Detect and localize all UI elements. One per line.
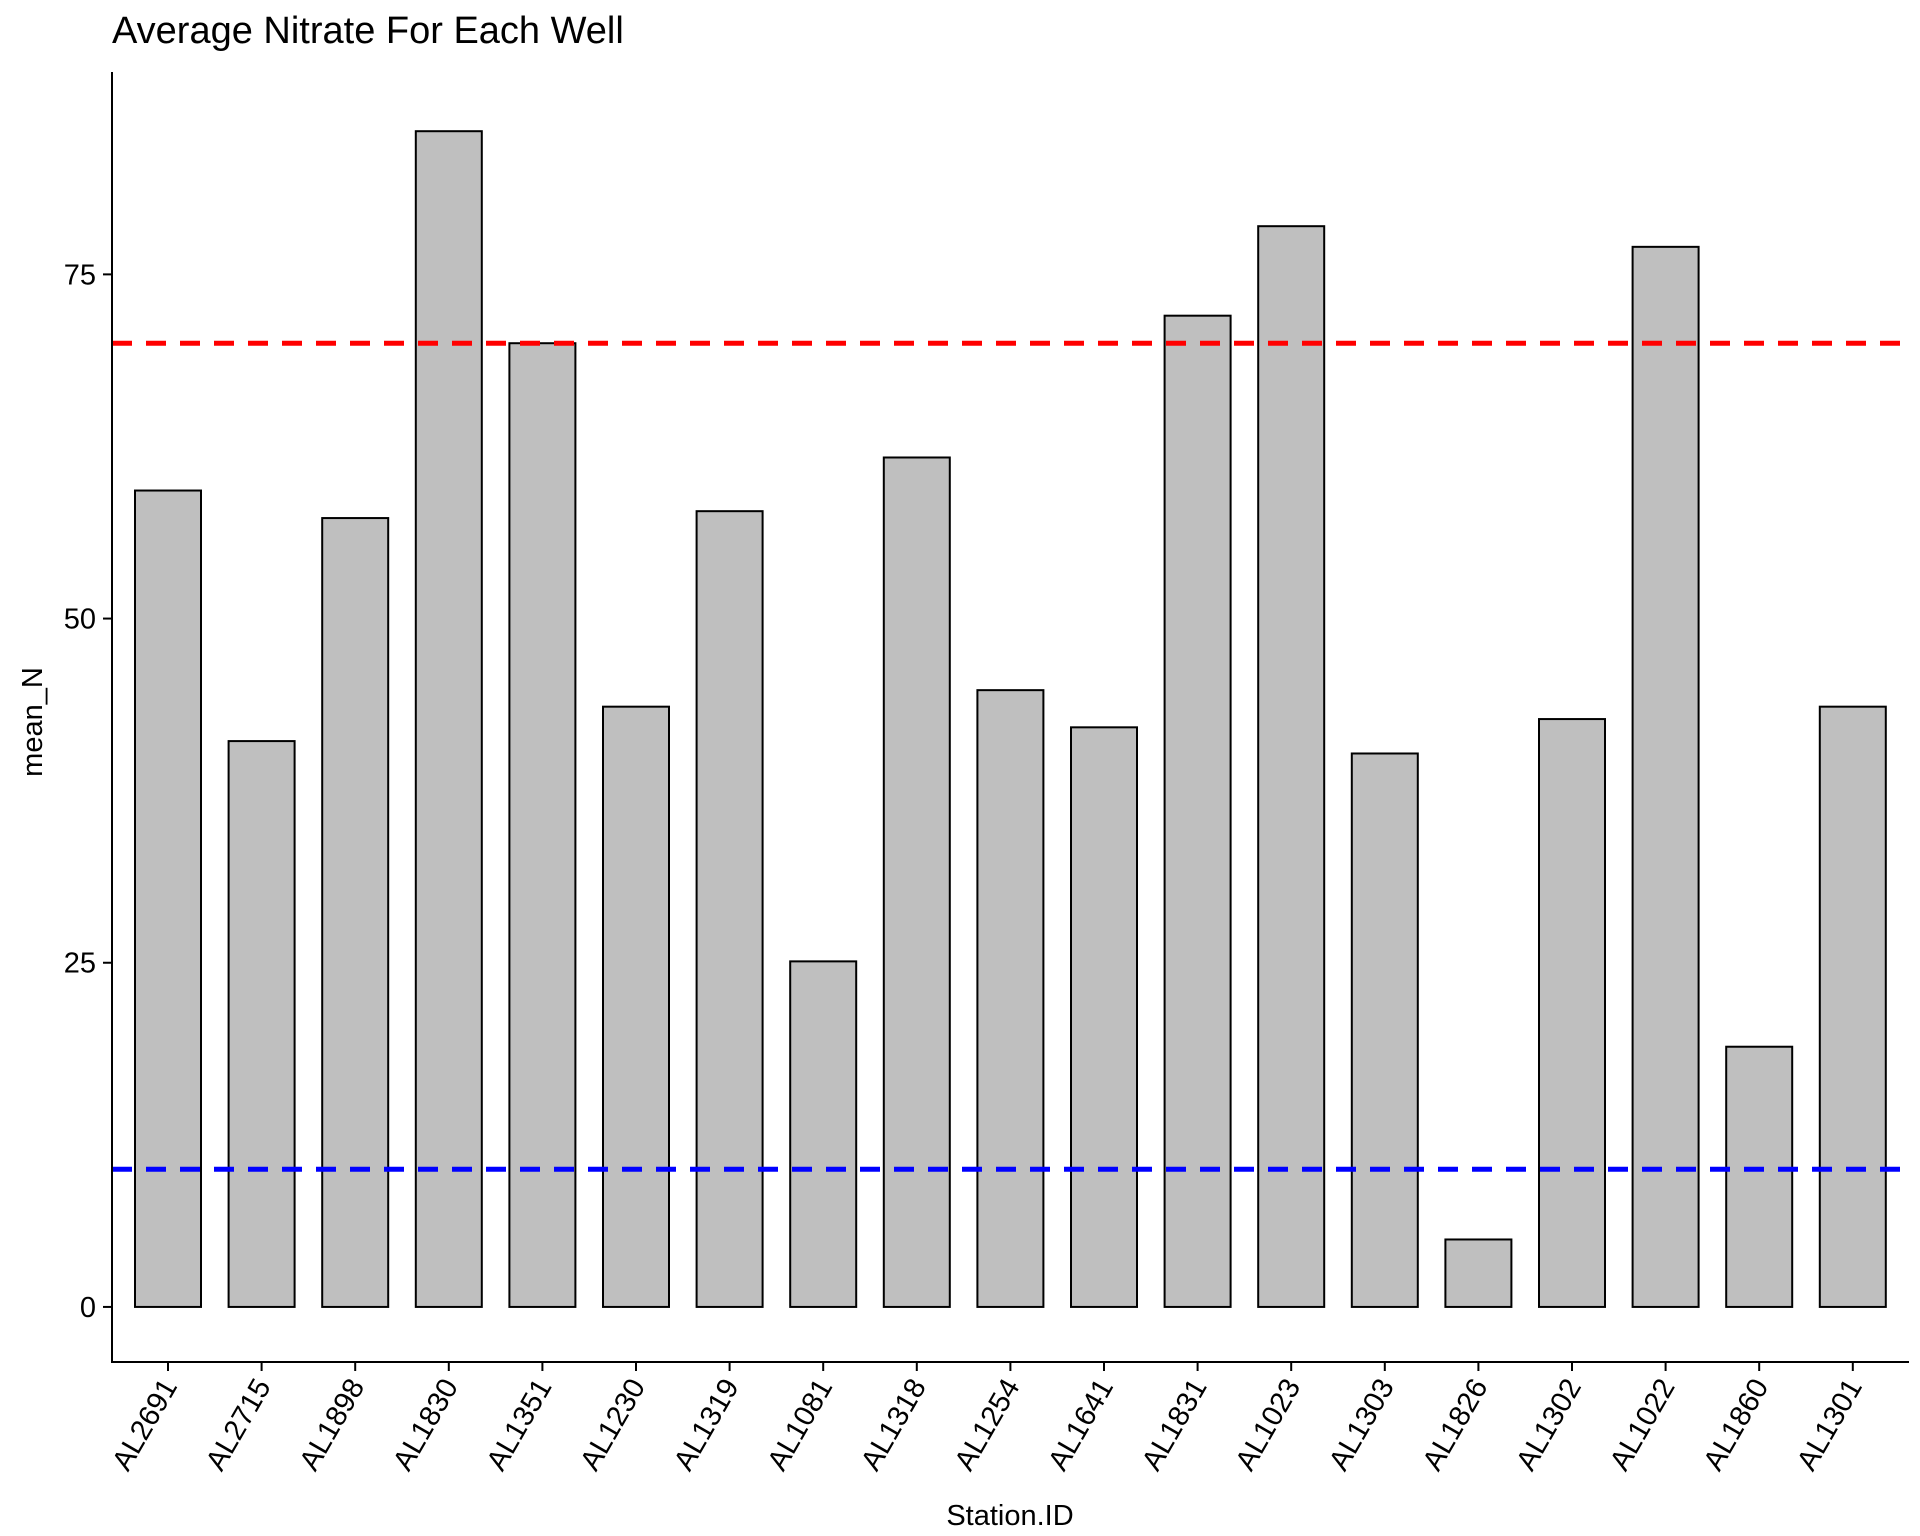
x-tick-label-AL1826: AL1826 [1417,1374,1495,1477]
y-tick-label-0: 0 [80,1292,96,1324]
x-tick-label-AL1230: AL1230 [574,1374,652,1477]
bar-AL1898 [321,517,390,1308]
bar-AL1351 [508,342,577,1308]
y-axis: 0 25 50 75 [64,259,112,1324]
x-tick-label-AL1023: AL1023 [1230,1374,1308,1477]
x-tick-label-AL1860: AL1860 [1698,1374,1776,1477]
bar-AL1230 [602,705,670,1308]
y-tick-label-25: 25 [64,948,96,980]
axis-lines [111,72,1909,1363]
bar-AL2691 [134,489,202,1308]
x-tick-label-AL1081: AL1081 [762,1374,840,1477]
bar-AL1826 [1444,1238,1513,1308]
bar-AL2715 [227,740,296,1308]
x-tick-label-AL1303: AL1303 [1323,1374,1401,1477]
x-tick-label-AL1254: AL1254 [949,1374,1027,1477]
bar-AL1254 [976,689,1045,1308]
x-tick-label-AL1351: AL1351 [481,1374,559,1477]
bar-AL1860 [1725,1045,1794,1308]
x-tick-label-AL1022: AL1022 [1604,1374,1682,1477]
y-tick-label-50: 50 [64,604,96,636]
bar-AL1023 [1257,225,1326,1308]
bar-AL1022 [1631,245,1700,1308]
chart-title: Average Nitrate For Each Well [112,10,624,52]
bar-AL1303 [1350,752,1419,1308]
bar-AL1318 [882,456,951,1308]
x-tick-label-AL1831: AL1831 [1136,1374,1214,1477]
x-tick-label-AL1641: AL1641 [1042,1374,1120,1477]
x-tick-label-AL1318: AL1318 [855,1374,933,1477]
y-tick-label-75: 75 [64,259,96,291]
x-tick-label-AL1898: AL1898 [294,1374,372,1477]
reference-lines [112,340,1909,1172]
x-tick-label-AL1830: AL1830 [387,1374,465,1477]
bar-AL1081 [789,960,858,1308]
bar-group [134,130,1887,1308]
bar-AL1830 [414,130,483,1308]
x-tick-label-AL2691: AL2691 [106,1374,184,1477]
x-tick-label-AL2715: AL2715 [200,1374,278,1477]
x-tick-label-AL1301: AL1301 [1791,1374,1869,1477]
x-tick-label-AL1302: AL1302 [1510,1374,1588,1477]
bar-AL1301 [1818,705,1887,1308]
bar-AL1302 [1538,718,1606,1308]
x-tick-label-AL1319: AL1319 [668,1374,746,1477]
bar-AL1319 [695,510,764,1308]
x-axis: AL2691 AL2715 AL1898 AL1830 AL1351 AL1230 AL13… [106,1362,1869,1476]
x-axis-title: Station.ID [946,1500,1073,1532]
bar-AL1831 [1163,314,1232,1308]
y-axis-title: mean_N [17,667,49,777]
bar-AL1641 [1070,726,1138,1308]
